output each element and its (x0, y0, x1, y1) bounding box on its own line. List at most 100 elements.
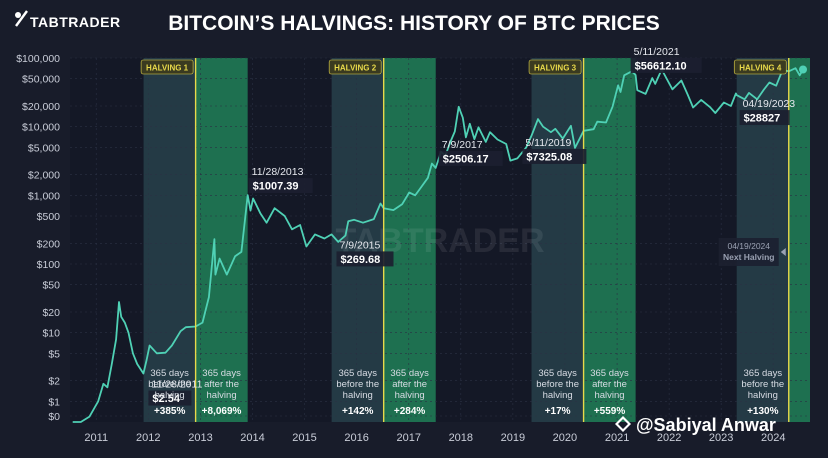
before-text-1: halving (155, 390, 185, 401)
after-text-2: after the (392, 379, 427, 390)
before-text-2: halving (343, 390, 373, 401)
annotation-price: $1007.39 (253, 181, 299, 193)
annotation-price: $56612.10 (635, 60, 687, 72)
x-tick-label: 2018 (449, 432, 473, 444)
after-text-3: 365 days (590, 368, 629, 379)
x-tick-label: 2012 (136, 432, 160, 444)
annotation-price-bg (522, 148, 587, 164)
before-text-4: 365 days (744, 368, 783, 379)
next-halving-label: Next Halving (723, 252, 775, 262)
y-tick-label: $2,000 (28, 170, 60, 182)
before-change-4: +130% (747, 406, 779, 417)
y-tick-label: $5 (48, 348, 60, 360)
annotation-price: $269.68 (340, 254, 380, 266)
halving-tag-label: HALVING 3 (534, 64, 577, 73)
annotation-price-bg (438, 150, 503, 166)
before-text-3: halving (543, 390, 573, 401)
before-text-4: halving (748, 390, 778, 401)
after-text-3: after the (592, 379, 627, 390)
x-tick-label: 2016 (344, 432, 368, 444)
y-axis-ticks: $0 $1 $2 $5 $10 $20 $50 $100 $200 $500 $1,000 $2,00… (16, 53, 60, 423)
y-tick-label: $10,000 (22, 122, 60, 134)
after-change-1: +8,069% (202, 406, 242, 417)
y-tick-label: $2 (48, 376, 60, 388)
halving-tag-label: HALVING 1 (146, 64, 189, 73)
next-halving-box (718, 238, 779, 266)
annotation-price: $28827 (744, 113, 781, 125)
halving-tag-label: HALVING 2 (334, 64, 377, 73)
x-tick-label: 2011 (84, 432, 108, 444)
annotation-price-bg (248, 178, 313, 194)
x-tick-label: 2022 (657, 432, 681, 444)
annotation-date: 7/9/2017 (442, 139, 483, 151)
price-series (72, 65, 808, 423)
annotation-price-bg (739, 110, 790, 126)
before-text-3: 365 days (538, 368, 577, 379)
halving-tag-bg (733, 59, 787, 75)
annotation-price: $7325.08 (526, 151, 572, 163)
chart-title: BITCOIN’S HALVINGS: HISTORY OF BTC PRICE… (168, 12, 660, 35)
y-tick-label: $500 (37, 211, 61, 223)
after-text-1: after the (204, 379, 239, 390)
after-band-2 (383, 58, 436, 422)
halving-tag-bg (528, 59, 582, 75)
halving-tag-bg (328, 59, 382, 75)
y-tick-label: $50 (42, 280, 60, 292)
before-text-1: 365 days (150, 368, 189, 379)
halving-tag-label: HALVING 4 (739, 64, 782, 73)
after-text-3: halving (594, 390, 624, 401)
credit: @Sabiyal Anwar (615, 415, 776, 435)
after-text-2: halving (395, 390, 425, 401)
annotation-price-bg (148, 390, 192, 406)
annotation-date: 5/11/2021 (634, 46, 680, 58)
brand-name: TABTRADER (30, 14, 121, 30)
y-tick-label: $0 (48, 411, 60, 423)
halving-tags: HALVING 1 HALVING 2 HALVING 3 HALVING 4 (140, 59, 787, 75)
next-halving-arrow-icon (780, 248, 786, 256)
before-change-1: +385% (154, 406, 186, 417)
annotation-date: 7/9/2015 (339, 239, 380, 251)
logo-slash-icon (15, 10, 28, 27)
x-tick-label: 2024 (761, 432, 785, 444)
brand-logo: TABTRADER (15, 10, 121, 30)
annotation-date: 5/11/2019 (525, 137, 571, 149)
annotation-price: $2.54 (152, 393, 180, 405)
x-tick-label: 2021 (605, 432, 629, 444)
y-tick-label: $20,000 (22, 101, 60, 113)
after-band-1 (195, 58, 248, 422)
y-tick-label: $1,000 (28, 190, 60, 202)
before-text-2: before the (336, 379, 379, 390)
x-tick-label: 2014 (240, 432, 264, 444)
y-tick-label: $5,000 (28, 142, 60, 154)
binance-square-icon (615, 416, 631, 432)
y-tick-label: $200 (37, 238, 61, 250)
after-band-4 (788, 58, 810, 422)
before-text-4: before the (741, 379, 784, 390)
annotation-date: 11/28/2013 (252, 166, 304, 178)
price-annotations: 11/28/2011 $2.54 11/28/2013 $1007.39 7/9/201… (148, 46, 795, 406)
y-tick-label: $100 (37, 259, 61, 271)
after-text-2: 365 days (390, 368, 429, 379)
next-halving-date: 04/19/2024 (727, 241, 770, 251)
y-tick-label: $50,000 (22, 74, 60, 86)
before-text-2: 365 days (338, 368, 377, 379)
after-change-2: +284% (394, 406, 426, 417)
x-tick-label: 2015 (292, 432, 316, 444)
logo-dot-icon (15, 12, 21, 18)
before-change-3: +17% (545, 406, 571, 417)
x-axis-ticks: 2011 2012 2013 2014 2015 2016 2017 2018 2019 2020… (84, 432, 785, 444)
before-change-2: +142% (342, 406, 374, 417)
x-tick-label: 2023 (709, 432, 733, 444)
y-tick-label: $10 (42, 328, 60, 340)
y-tick-label: $100,000 (16, 53, 60, 65)
halving-tag-bg (140, 59, 194, 75)
annotation-price-bg (630, 57, 702, 73)
before-band-3 (531, 58, 584, 422)
x-tick-label: 2017 (397, 432, 421, 444)
x-tick-label: 2020 (553, 432, 577, 444)
after-change-3: +559% (594, 406, 626, 417)
